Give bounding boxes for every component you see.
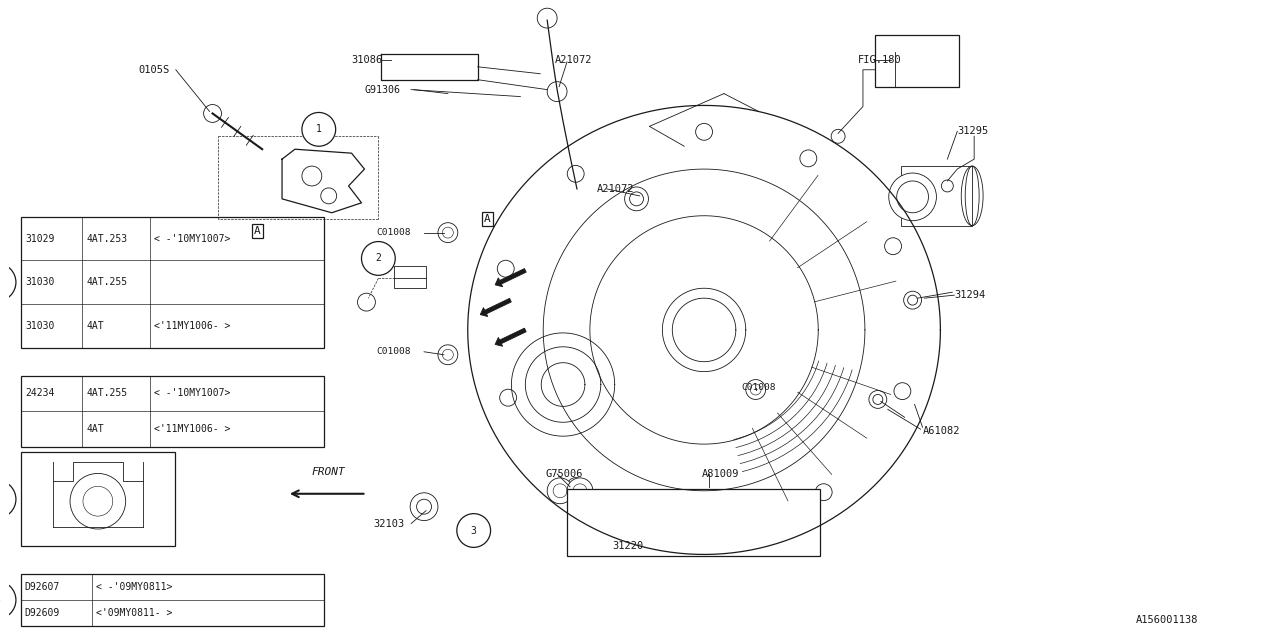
Text: 31294: 31294 — [955, 290, 986, 300]
Bar — [394, 266, 426, 288]
Circle shape — [689, 520, 705, 536]
Text: A: A — [253, 226, 261, 236]
Text: 4AT: 4AT — [87, 321, 104, 331]
FancyArrow shape — [495, 328, 526, 346]
Circle shape — [567, 477, 584, 495]
Circle shape — [800, 150, 817, 167]
Circle shape — [321, 188, 337, 204]
Circle shape — [884, 238, 901, 255]
Text: 24234: 24234 — [24, 388, 54, 399]
Text: A156001138: A156001138 — [1137, 615, 1198, 625]
Text: <'09MY0811- >: <'09MY0811- > — [96, 608, 173, 618]
Text: < -'10MY1007>: < -'10MY1007> — [154, 388, 230, 399]
Circle shape — [0, 481, 15, 518]
Circle shape — [567, 165, 584, 182]
Circle shape — [70, 474, 125, 529]
Text: 4AT.255: 4AT.255 — [87, 277, 128, 287]
Text: 4AT.253: 4AT.253 — [87, 234, 128, 244]
Circle shape — [815, 484, 832, 500]
Bar — [20, 217, 324, 348]
Text: 2: 2 — [375, 253, 381, 264]
Bar — [874, 35, 959, 86]
Bar — [901, 166, 973, 226]
Circle shape — [0, 264, 15, 301]
Circle shape — [893, 383, 911, 399]
Text: 31029: 31029 — [24, 234, 54, 244]
Bar — [567, 489, 820, 556]
Text: 31086: 31086 — [352, 55, 383, 65]
Circle shape — [567, 478, 593, 504]
Text: A81009: A81009 — [703, 469, 740, 479]
Circle shape — [204, 104, 221, 122]
Text: A21072: A21072 — [596, 184, 635, 194]
Text: C01008: C01008 — [376, 228, 411, 237]
Text: 0105S: 0105S — [138, 65, 169, 75]
Text: 3: 3 — [471, 525, 476, 536]
Text: <'11MY1006- >: <'11MY1006- > — [154, 321, 230, 331]
Circle shape — [0, 581, 15, 619]
Text: D92609: D92609 — [24, 608, 60, 618]
Circle shape — [438, 345, 458, 365]
Text: FRONT: FRONT — [312, 467, 346, 477]
Circle shape — [302, 113, 335, 146]
Circle shape — [547, 82, 567, 102]
Text: 4AT: 4AT — [87, 424, 104, 434]
Text: G75006: G75006 — [545, 469, 582, 479]
Text: D92607: D92607 — [24, 582, 60, 592]
Text: G91306: G91306 — [365, 84, 401, 95]
Text: C01008: C01008 — [742, 383, 776, 392]
Circle shape — [746, 380, 765, 399]
Circle shape — [457, 514, 490, 547]
Text: 32103: 32103 — [372, 518, 404, 529]
Text: < -'10MY1007>: < -'10MY1007> — [154, 234, 230, 244]
Circle shape — [695, 124, 713, 140]
Circle shape — [499, 389, 517, 406]
Circle shape — [888, 173, 937, 221]
Circle shape — [625, 187, 649, 211]
Text: FIG.180: FIG.180 — [858, 55, 901, 65]
Text: 31295: 31295 — [957, 126, 988, 136]
Circle shape — [498, 260, 515, 277]
Circle shape — [538, 8, 557, 28]
FancyArrow shape — [495, 269, 526, 287]
Text: 1: 1 — [316, 124, 321, 134]
Text: 31220: 31220 — [613, 541, 644, 552]
Bar — [20, 574, 324, 626]
Circle shape — [361, 241, 396, 275]
Circle shape — [438, 223, 458, 243]
Circle shape — [869, 390, 887, 408]
Text: <'11MY1006- >: <'11MY1006- > — [154, 424, 230, 434]
FancyArrow shape — [480, 298, 511, 317]
Circle shape — [547, 478, 573, 504]
Text: 4AT.255: 4AT.255 — [87, 388, 128, 399]
Circle shape — [302, 166, 321, 186]
Text: A21072: A21072 — [556, 55, 593, 65]
Bar — [20, 452, 175, 547]
Text: 31030: 31030 — [24, 277, 54, 287]
Text: 31030: 31030 — [24, 321, 54, 331]
Text: A61082: A61082 — [923, 426, 960, 436]
Circle shape — [357, 293, 375, 311]
Circle shape — [410, 493, 438, 520]
Text: C01008: C01008 — [376, 348, 411, 356]
Text: < -'09MY0811>: < -'09MY0811> — [96, 582, 173, 592]
Text: A: A — [484, 214, 492, 224]
Bar — [20, 376, 324, 447]
Circle shape — [904, 291, 922, 309]
